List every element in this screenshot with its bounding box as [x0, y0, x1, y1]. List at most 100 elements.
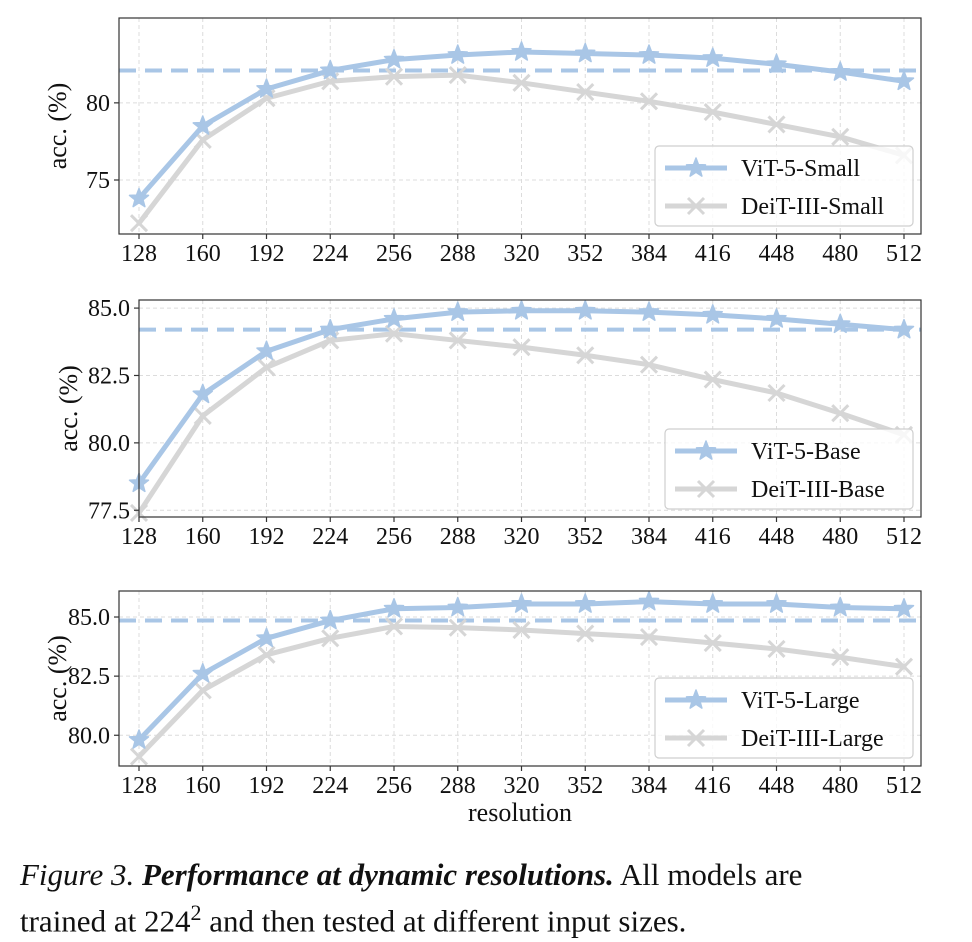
data-point-x	[512, 620, 531, 640]
series-ViT-5-Large	[128, 590, 915, 749]
x-marker-stroke-b	[384, 617, 404, 636]
data-point-x	[639, 355, 659, 374]
x-tick-label: 288	[440, 241, 476, 267]
x-tick-label: 128	[121, 524, 157, 550]
data-point-star	[319, 609, 341, 630]
data-point-x	[703, 633, 722, 653]
caption-line-2: trained at 2242 and then tested at diffe…	[20, 894, 965, 940]
data-point-star	[766, 593, 787, 613]
legend-star-marker	[695, 440, 717, 460]
x-tick-label: 320	[504, 241, 540, 267]
data-point-x	[448, 618, 467, 637]
data-point-x	[576, 346, 595, 365]
x-marker-stroke-b	[576, 346, 595, 365]
y-tick-label: 80.0	[68, 723, 110, 749]
x-marker-stroke-b	[831, 648, 850, 667]
x-marker-stroke-b	[767, 115, 786, 134]
legend-item: ViT-5-Large	[665, 688, 860, 714]
data-point-star	[511, 593, 532, 613]
data-point-x	[384, 67, 404, 86]
y-tick-label: 82.5	[88, 363, 130, 389]
data-point-x	[894, 657, 914, 676]
data-point-star	[447, 596, 469, 617]
x-tick-label: 480	[822, 241, 858, 267]
x-tick-label: 128	[121, 241, 157, 267]
data-point-star	[893, 597, 915, 618]
x-axis-label: resolution	[468, 798, 572, 827]
x-marker-stroke-b	[384, 67, 404, 86]
x-marker-stroke-b	[639, 628, 659, 647]
caption-line-1: Figure 3. Performance at dynamic resolut…	[20, 856, 965, 894]
x-tick-label: 256	[376, 773, 412, 799]
data-point-x	[576, 82, 595, 102]
data-point-star	[638, 590, 660, 611]
legend-item: DeiT-III-Small	[665, 194, 884, 220]
caption-text-2b: and then tested at different input sizes…	[201, 903, 687, 939]
x-marker-stroke-b	[257, 358, 276, 377]
x-tick-label: 448	[759, 241, 795, 267]
x-tick-label: 224	[312, 524, 348, 550]
data-point-x	[831, 404, 850, 423]
legend-label: ViT-5-Large	[741, 688, 860, 714]
figure-panels: 128 160 192 224 256 288 320 352 384 416 448 480 512 7…	[43, 17, 922, 827]
x-marker-stroke-b	[831, 404, 850, 423]
caption-text-2a: trained at 224	[20, 903, 191, 939]
data-point-x	[321, 629, 340, 648]
legend-star-marker	[685, 157, 707, 177]
x-tick-label: 352	[567, 773, 603, 799]
data-point-x	[703, 370, 722, 389]
x-tick-label: 160	[185, 773, 221, 799]
y-tick-label: 77.5	[88, 498, 130, 524]
data-point-star	[893, 70, 915, 91]
x-marker-stroke-b	[512, 620, 531, 640]
data-point-star	[192, 383, 214, 404]
y-axis-label: acc. (%)	[43, 83, 72, 170]
data-point-star	[574, 300, 596, 320]
legend-x-marker	[686, 728, 706, 748]
data-point-x	[767, 115, 786, 134]
data-point-star	[574, 593, 596, 613]
data-point-star	[192, 115, 214, 135]
y-tick-label: 82.5	[68, 664, 110, 690]
x-tick-label: 288	[440, 773, 476, 799]
x-tick-label: 480	[822, 524, 858, 550]
caption-superscript: 2	[190, 900, 202, 925]
y-tick-label: 80.0	[88, 431, 130, 457]
legend-label: DeiT-III-Small	[741, 194, 884, 220]
legend-label: ViT-5-Small	[741, 156, 860, 182]
x-tick-label: 352	[567, 524, 603, 550]
x-marker-stroke-b	[257, 645, 276, 664]
legend-label: ViT-5-Base	[751, 439, 861, 465]
legend-item: DeiT-III-Base	[675, 477, 885, 503]
x-marker-stroke-b	[703, 103, 722, 122]
x-marker-stroke-b	[448, 618, 467, 637]
data-point-star	[702, 304, 724, 324]
data-point-x	[639, 92, 659, 111]
data-point-x	[767, 639, 786, 658]
legend-item: ViT-5-Base	[675, 439, 861, 465]
figure-caption: Figure 3. Performance at dynamic resolut…	[20, 856, 965, 940]
legend-x-marker	[696, 479, 716, 499]
data-point-x	[129, 747, 149, 766]
legend-label: DeiT-III-Large	[741, 726, 884, 752]
data-point-x	[129, 214, 149, 233]
data-point-star	[702, 47, 724, 67]
y-tick-label: 80	[86, 91, 110, 117]
x-tick-label: 416	[695, 524, 731, 550]
x-marker-stroke-b	[512, 338, 531, 357]
data-point-star	[829, 61, 851, 81]
x-tick-label: 224	[312, 241, 348, 267]
data-point-star	[319, 318, 341, 339]
data-point-star	[829, 313, 851, 334]
series-ViT-5-Small	[128, 41, 915, 208]
x-tick-label: 192	[249, 773, 285, 799]
series-ViT-5-Base	[128, 300, 915, 493]
x-marker-stroke-b	[639, 92, 659, 111]
x-marker-stroke-b	[686, 728, 706, 748]
x-marker-stroke-b	[767, 383, 786, 403]
caption-text-1: All models are	[619, 857, 803, 892]
legend-item: ViT-5-Small	[665, 156, 860, 182]
x-tick-label: 512	[886, 773, 922, 799]
y-tick-label: 85.0	[88, 296, 130, 322]
x-tick-label: 512	[886, 524, 922, 550]
